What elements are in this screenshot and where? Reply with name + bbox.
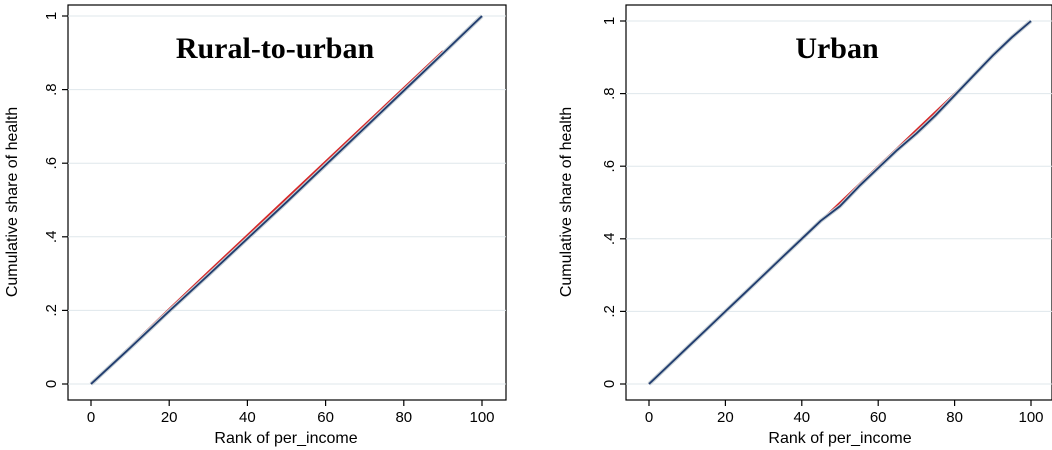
y-tick-label: .8: [601, 87, 618, 100]
x-tick-label: 0: [645, 409, 653, 426]
x-axis-label: Rank of per_income: [214, 430, 357, 447]
y-tick-label: .6: [601, 160, 618, 173]
x-tick-label: 60: [870, 409, 887, 426]
y-axis-label: Cumulative share of health: [558, 107, 575, 297]
y-axis-label: Cumulative share of health: [4, 107, 21, 297]
x-tick-label: 80: [946, 409, 963, 426]
y-tick-label: 1: [601, 17, 618, 25]
chart-title: Rural-to-urban: [176, 32, 375, 65]
chart-panel-right: 0 .2 .4 .6 .8 1 0 20 40 60 80 100 Urban Cumulative sh…: [526, 0, 1052, 450]
x-axis-label: Rank of per_income: [768, 430, 911, 447]
x-tick-label: 80: [395, 409, 412, 426]
chart-rural-to-urban: 0 .2 .4 .6 .8 1 0 20 40 60 80 100 Rural-to-urban Cumu…: [4, 4, 507, 447]
series-line: [90, 15, 483, 385]
y-tick-label: 0: [43, 380, 60, 388]
x-tick-label: 20: [161, 409, 178, 426]
x-tick-label: 60: [317, 409, 334, 426]
chart-urban: 0 .2 .4 .6 .8 1 0 20 40 60 80 100 Urban Cumulative sh…: [558, 4, 1052, 447]
y-tick-label: .2: [43, 304, 60, 317]
x-tick-label: 20: [717, 409, 734, 426]
y-tick-label: .6: [43, 157, 60, 170]
y-tick-label: 1: [43, 12, 60, 20]
x-tick-label: 40: [793, 409, 810, 426]
series-line: [648, 20, 1032, 385]
x-tick-label: 100: [469, 409, 494, 426]
x-tick-label: 0: [87, 409, 95, 426]
y-tick-label: .8: [43, 83, 60, 96]
y-tick-label: .4: [43, 231, 60, 244]
y-tick-label: .4: [601, 233, 618, 246]
x-tick-label: 40: [239, 409, 256, 426]
x-tick-label: 100: [1018, 409, 1043, 426]
chart-title: Urban: [795, 32, 879, 65]
y-tick-label: 0: [601, 380, 618, 388]
y-tick-label: .2: [601, 305, 618, 318]
chart-panel-left: 0 .2 .4 .6 .8 1 0 20 40 60 80 100 Rural-to-urban Cumu…: [4, 4, 507, 447]
